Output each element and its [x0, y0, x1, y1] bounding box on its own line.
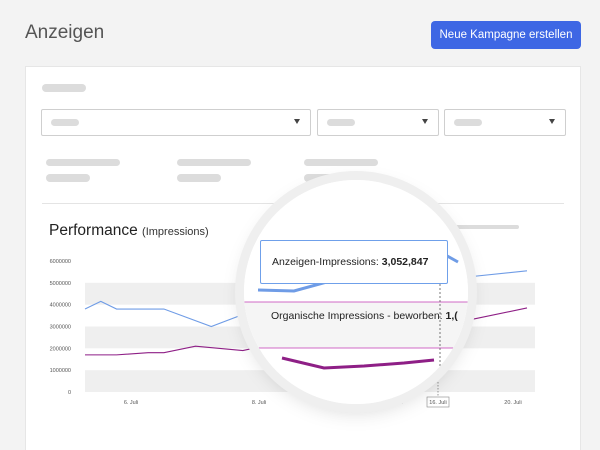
create-campaign-button[interactable]: Neue Kampagne erstellen [431, 21, 581, 49]
tooltip-series1: Anzeigen-Impressions: 3,052,847 [260, 240, 448, 284]
chart-title-text: Performance [49, 222, 138, 239]
filter-dropdown-2[interactable] [317, 109, 439, 136]
chevron-down-icon [549, 119, 555, 124]
loading-placeholder [304, 174, 348, 182]
magnified-chart [244, 180, 468, 404]
chart-title: Performance (Impressions) [49, 222, 209, 240]
tooltip-series2-value: 1,( [445, 310, 458, 322]
x-tick-label: 6. Juli [124, 400, 138, 406]
loading-placeholder [51, 119, 79, 126]
chevron-down-icon [422, 119, 428, 124]
loading-placeholder [431, 225, 519, 229]
y-tick-label: 3000000 [50, 325, 71, 331]
x-tick-label: 20. Juli [504, 400, 521, 406]
grid-band [244, 302, 468, 348]
y-tick-label: 1000000 [50, 368, 71, 374]
chart-subtitle: (Impressions) [142, 226, 209, 238]
y-tick-label: 2000000 [50, 346, 71, 352]
loading-placeholder [46, 174, 90, 182]
loading-placeholder [327, 119, 355, 126]
y-tick-label: 0 [68, 390, 71, 396]
y-tick-label: 4000000 [50, 303, 71, 309]
tooltip-series1-label: Anzeigen-Impressions: [272, 256, 379, 268]
loading-placeholder [304, 159, 378, 166]
loading-placeholder [454, 119, 482, 126]
loading-placeholder [46, 159, 120, 166]
filter-dropdown-3[interactable] [444, 109, 566, 136]
loading-placeholder [177, 159, 251, 166]
series-line-zoom [281, 356, 435, 370]
filter-dropdown-1[interactable] [41, 109, 311, 136]
y-tick-label: 5000000 [50, 281, 71, 287]
tooltip-series1-value: 3,052,847 [381, 256, 429, 268]
tooltip-series2-label: Organische Impressions - beworben: [271, 310, 443, 322]
tooltip-series2: Organische Impressions - beworben: 1,( [260, 310, 468, 322]
loading-placeholder [177, 174, 221, 182]
y-tick-label: 6000000 [50, 259, 71, 265]
magnifier-lens: Anzeigen-Impressions: 3,052,847 Organisc… [244, 180, 468, 404]
chevron-down-icon [294, 119, 300, 124]
page-title: Anzeigen [25, 22, 105, 43]
loading-placeholder [42, 84, 86, 92]
